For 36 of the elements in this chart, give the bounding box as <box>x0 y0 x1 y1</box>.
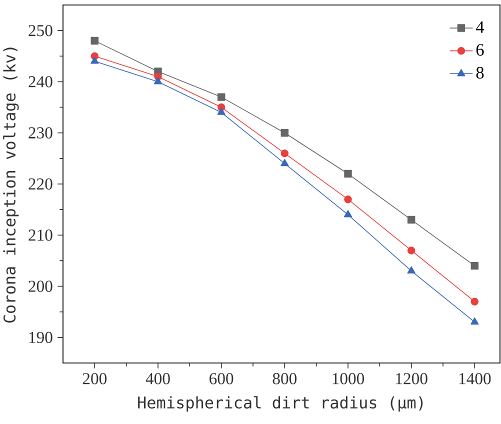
x-tick-label: 600 <box>210 373 234 384</box>
legend-label: 8 <box>476 66 484 79</box>
point <box>154 77 162 84</box>
point <box>470 298 479 306</box>
x-tick-label: 200 <box>82 373 107 384</box>
legend-label: 6 <box>476 44 484 56</box>
point <box>280 128 289 137</box>
point <box>217 93 226 101</box>
y-tick-label: 250 <box>28 24 52 36</box>
point <box>90 56 99 64</box>
point <box>344 195 352 204</box>
point <box>407 266 416 274</box>
x-tick-label: 400 <box>146 373 170 384</box>
point <box>280 149 289 158</box>
point <box>344 170 352 178</box>
legend-label: 4 <box>476 21 484 33</box>
y-tick-label: 230 <box>28 127 52 138</box>
x-axis-title: Hemispherical dirt radius (μm) <box>138 396 423 412</box>
y-tick-label: 220 <box>28 178 52 190</box>
point <box>280 158 289 166</box>
y-tick-label: 210 <box>28 230 52 241</box>
x-tick-label: 1000 <box>332 373 364 384</box>
point <box>217 108 226 115</box>
y-tick-label: 240 <box>28 76 52 88</box>
point <box>407 216 416 224</box>
y-axis-title: Corona inception voltage (kv) <box>3 48 19 323</box>
y-tick-label: 190 <box>29 332 52 344</box>
point <box>470 262 479 270</box>
x-tick-label: 1200 <box>396 373 428 384</box>
point <box>90 36 99 45</box>
x-tick-label: 1400 <box>459 373 491 384</box>
point <box>344 210 352 218</box>
y-tick-label: 200 <box>28 280 52 292</box>
x-tick-label: 800 <box>272 373 297 384</box>
point <box>470 317 479 325</box>
point <box>407 246 416 254</box>
